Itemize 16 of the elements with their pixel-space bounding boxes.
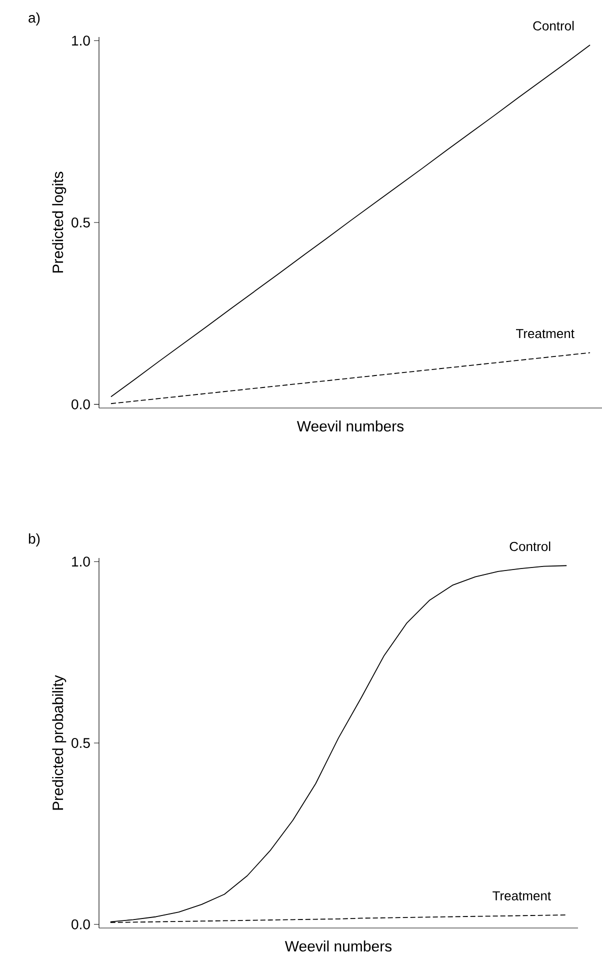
y-axis-title: Predicted probability (52, 675, 66, 810)
y-tick-label: 0.5 (72, 218, 90, 228)
y-tick-label: 0.5 (72, 738, 90, 748)
chart-title: b) (28, 533, 40, 546)
x-axis-title: Weevil numbers (296, 420, 404, 432)
y-tick-label: 1.0 (72, 556, 90, 567)
series-label: Control (510, 542, 550, 552)
series-label: Control (533, 20, 574, 30)
series-label: Treatment (516, 329, 574, 338)
chart-title: a) (28, 12, 40, 26)
y-tick-label: 0.0 (72, 399, 90, 410)
y-tick-label: 1.0 (72, 36, 90, 46)
x-axis-title: Weevil numbers (284, 940, 392, 952)
series-label: Treatment (492, 891, 551, 900)
y-axis-title: Predicted logits (52, 172, 66, 273)
y-tick-label: 0.0 (72, 919, 90, 930)
